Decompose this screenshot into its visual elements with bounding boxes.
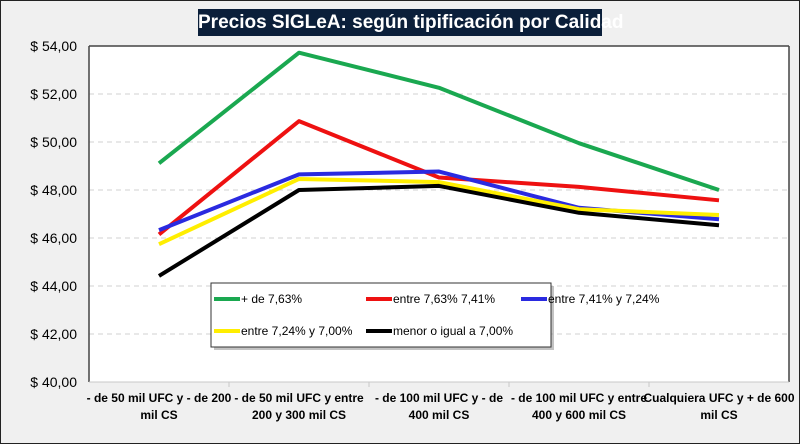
y-tick-label: $ 52,00 [30, 86, 77, 102]
legend-box [210, 282, 552, 348]
series-line-4 [158, 176, 720, 247]
series-line-2 [157, 119, 720, 236]
y-tick-label: $ 46,00 [30, 230, 77, 246]
legend-label: menor o igual a 7,00% [393, 324, 513, 338]
legend-label: entre 7,24% y 7,00% [241, 324, 353, 338]
x-tick-label: 200 y 300 mil CS [252, 408, 346, 422]
x-tick-label: - de 50 mil UFC y entre [234, 391, 364, 405]
x-tick-label: - de 100 mil UFC y - de [375, 391, 503, 405]
y-axis-ticks: $ 40,00 $ 42,00 $ 44,00 $ 46,00 $ 48,00 $ 50,… [30, 38, 77, 390]
y-tick-label: $ 44,00 [30, 278, 77, 294]
x-tick-label: Cualquiera UFC y + de 600 [643, 391, 794, 405]
x-tick-label: mil CS [700, 408, 737, 422]
chart-title: Precios SIGLeA: según tipificación por C… [198, 9, 623, 36]
series-line-5 [157, 183, 720, 278]
series-line-1 [157, 50, 720, 192]
legend-label: entre 7,41% y 7,24% [548, 292, 660, 306]
legend-label: + de 7,63% [241, 292, 302, 306]
x-axis-ticks: - de 50 mil UFC y - de 200 mil CS - de 50 … [87, 382, 795, 422]
y-tick-label: $ 50,00 [30, 134, 77, 150]
legend: + de 7,63% entre 7,63% 7,41% entre 7,41% y… [210, 282, 660, 350]
x-tick-label: - de 100 mil UFC y entre [511, 391, 647, 405]
legend-label: entre 7,63% 7,41% [393, 292, 495, 306]
x-tick-label: 400 y 600 mil CS [532, 408, 626, 422]
y-tick-label: $ 40,00 [30, 374, 77, 390]
series-lines [157, 50, 720, 278]
axes [88, 45, 790, 383]
y-tick-label: $ 48,00 [30, 182, 77, 198]
y-tick-label: $ 54,00 [30, 38, 77, 54]
x-tick-label: - de 50 mil UFC y - de 200 [87, 391, 232, 405]
x-tick-label: 400 mil CS [409, 408, 470, 422]
y-tick-label: $ 42,00 [30, 326, 77, 342]
x-tick-label: mil CS [140, 408, 177, 422]
